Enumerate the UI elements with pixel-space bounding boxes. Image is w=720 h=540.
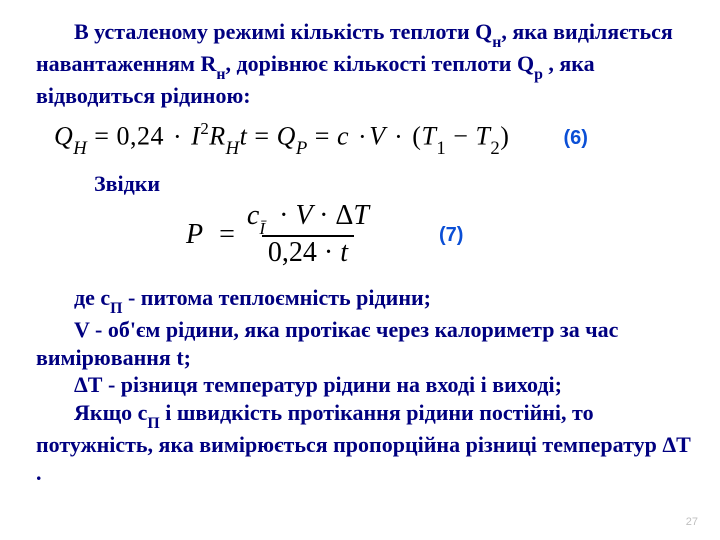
equation-7-row: P = cĪ · V · ΔT 0,24 · t (7) [36, 201, 692, 270]
eq7-lhs: P [186, 219, 213, 251]
def-dt: ΔТ - різниця температур рідини на вході … [36, 371, 692, 399]
equation-6-label: (6) [563, 127, 587, 150]
equation-7-label: (7) [439, 224, 463, 247]
def-v: V - об'єм рідини, яка протікає через кал… [36, 316, 692, 371]
eq7-fraction: cĪ · V · ΔT 0,24 · t [241, 201, 375, 270]
def-c: де cП - питома теплоємність рідини; [36, 284, 692, 316]
page-number: 27 [686, 516, 698, 528]
intro-paragraph: В усталеному режимі кількість теплоти Qн… [36, 18, 692, 110]
def-conclusion: Якщо cП і швидкість протікання рідини по… [36, 399, 692, 486]
eq7-equals: = [213, 219, 241, 251]
equation-7: P = cĪ · V · ΔT 0,24 · t [186, 201, 375, 270]
eq7-numerator: cĪ · V · ΔT [241, 201, 375, 236]
equation-6-row: QH = 0,24 · I2RHt = QP = c ·V · (T1 − T2… [36, 120, 692, 157]
eq7-denominator: 0,24 · t [262, 235, 354, 270]
hence-label: Звідки [94, 171, 692, 197]
equation-6: QH = 0,24 · I2RHt = QP = c ·V · (T1 − T2… [54, 120, 509, 157]
